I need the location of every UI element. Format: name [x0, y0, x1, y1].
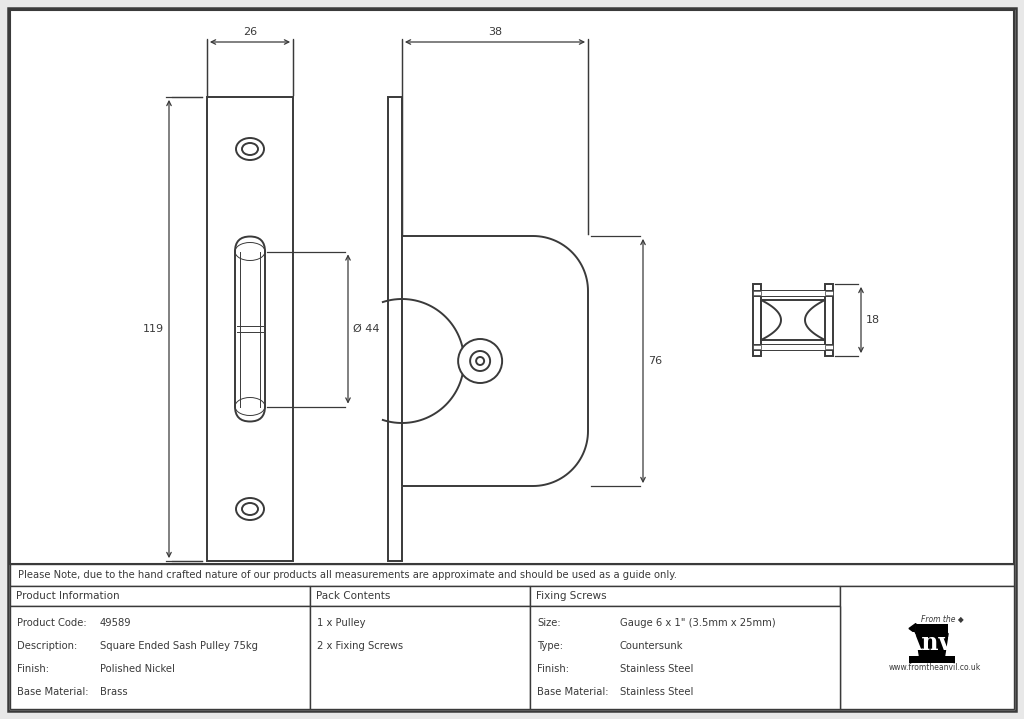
- Polygon shape: [761, 300, 825, 340]
- Text: 119: 119: [143, 324, 164, 334]
- Polygon shape: [402, 236, 588, 486]
- Bar: [825, 291, 833, 295]
- Text: Brass: Brass: [100, 687, 128, 697]
- Text: 38: 38: [488, 27, 502, 37]
- Text: 2 x Fixing Screws: 2 x Fixing Screws: [317, 641, 403, 651]
- Text: Please Note, due to the hand crafted nature of our products all measurements are: Please Note, due to the hand crafted nat…: [18, 570, 677, 580]
- Bar: [10, 10, 1014, 564]
- Text: Description:: Description:: [17, 641, 77, 651]
- Text: Type:: Type:: [537, 641, 563, 651]
- Bar: [753, 284, 761, 356]
- FancyBboxPatch shape: [234, 237, 265, 421]
- Bar: [915, 623, 948, 633]
- Text: Stainless Steel: Stainless Steel: [620, 664, 693, 674]
- Bar: [753, 290, 833, 296]
- Bar: [753, 344, 833, 350]
- Text: 76: 76: [648, 356, 663, 366]
- Bar: [530, 606, 840, 709]
- Bar: [753, 345, 761, 349]
- Bar: [310, 586, 530, 606]
- Bar: [207, 97, 293, 561]
- Text: From the ◆: From the ◆: [921, 615, 964, 623]
- Text: Finish:: Finish:: [537, 664, 569, 674]
- Text: 18: 18: [866, 315, 880, 325]
- Text: 49589: 49589: [100, 618, 132, 628]
- Ellipse shape: [242, 503, 258, 515]
- Text: Product Code:: Product Code:: [17, 618, 87, 628]
- Text: Countersunk: Countersunk: [620, 641, 683, 651]
- Text: Square Ended Sash Pulley 75kg: Square Ended Sash Pulley 75kg: [100, 641, 258, 651]
- Ellipse shape: [242, 143, 258, 155]
- Circle shape: [476, 357, 484, 365]
- Ellipse shape: [236, 138, 264, 160]
- Bar: [10, 586, 310, 606]
- Text: Ø 44: Ø 44: [353, 324, 380, 334]
- Text: Pack Contents: Pack Contents: [316, 591, 390, 601]
- Bar: [10, 606, 310, 709]
- Text: 26: 26: [243, 27, 257, 37]
- Bar: [388, 97, 402, 561]
- Text: Size:: Size:: [537, 618, 560, 628]
- Text: Gauge 6 x 1" (3.5mm x 25mm): Gauge 6 x 1" (3.5mm x 25mm): [620, 618, 775, 628]
- Bar: [310, 606, 530, 709]
- Text: Base Material:: Base Material:: [537, 687, 608, 697]
- Text: Stainless Steel: Stainless Steel: [620, 687, 693, 697]
- Bar: [825, 345, 833, 349]
- Text: Finish:: Finish:: [17, 664, 49, 674]
- Bar: [753, 291, 761, 295]
- Bar: [530, 586, 840, 606]
- Text: Polished Nickel: Polished Nickel: [100, 664, 175, 674]
- Bar: [10, 564, 1014, 586]
- Text: Anvil: Anvil: [903, 631, 971, 654]
- Bar: [840, 586, 1014, 709]
- Text: 1 x Pulley: 1 x Pulley: [317, 618, 366, 628]
- Bar: [825, 284, 833, 356]
- Text: Fixing Screws: Fixing Screws: [536, 591, 606, 601]
- Polygon shape: [915, 633, 948, 656]
- Polygon shape: [909, 623, 915, 633]
- Bar: [909, 656, 955, 662]
- Text: www.fromtheanvil.co.uk: www.fromtheanvil.co.uk: [889, 664, 981, 672]
- Text: Product Information: Product Information: [16, 591, 120, 601]
- Ellipse shape: [236, 498, 264, 520]
- Circle shape: [458, 339, 502, 383]
- Text: Base Material:: Base Material:: [17, 687, 88, 697]
- Circle shape: [470, 351, 490, 371]
